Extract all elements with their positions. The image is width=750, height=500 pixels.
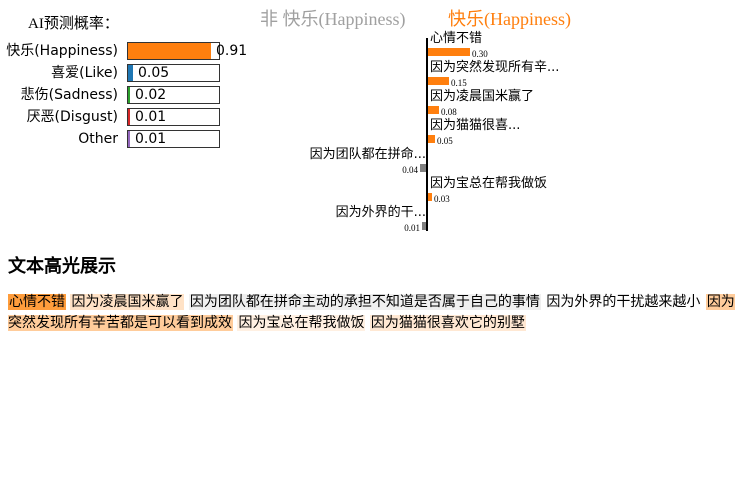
probability-row: Other 0.01 xyxy=(0,128,750,150)
positive-class-heading: 快乐(Happiness) xyxy=(448,9,571,29)
feature-label: 心情不错 xyxy=(430,31,483,46)
highlight-segment: 因为团队都在拼命主动的承担不知道是否属于自己的事情 xyxy=(188,294,541,310)
feature-label: 因为团队都在拼命... xyxy=(309,147,426,162)
probability-value: 0.02 xyxy=(135,87,167,103)
probability-label: 厌恶(Disgust) xyxy=(26,109,118,125)
prediction-title: AI预测概率： xyxy=(28,16,119,32)
highlight-section-title: 文本高光展示 xyxy=(8,256,116,277)
negative-class-heading: 非 快乐(Happiness) xyxy=(260,9,406,29)
highlight-segment: 心情不错 xyxy=(8,294,66,310)
feature-value: 0.15 xyxy=(451,78,467,88)
probability-row: 厌恶(Disgust) 0.01 xyxy=(0,106,750,128)
probability-row: 悲伤(Sadness) 0.02 xyxy=(0,84,750,106)
probability-label: 快乐(Happiness) xyxy=(6,43,118,59)
feature-value: 0.30 xyxy=(472,49,488,59)
feature-value: 0.01 xyxy=(404,223,420,233)
feature-label: 因为宝总在帮我做饭 xyxy=(430,176,548,191)
feature-bar xyxy=(428,106,439,114)
highlighted-text: 心情不错 因为凌晨国米赢了 因为团队都在拼命主动的承担不知道是否属于自己的事情 … xyxy=(8,292,744,334)
probability-value: 0.05 xyxy=(138,65,170,81)
feature-bar xyxy=(428,135,435,143)
probability-bar xyxy=(127,64,220,82)
probability-bar xyxy=(127,108,220,126)
probability-bar-fill xyxy=(128,87,130,103)
feature-label: 因为突然发现所有辛... xyxy=(430,60,560,75)
probability-row: 喜爱(Like) 0.05 xyxy=(0,62,750,84)
feature-label: 因为外界的干... xyxy=(335,205,426,220)
feature-value: 0.04 xyxy=(402,165,418,175)
feature-value: 0.03 xyxy=(434,194,450,204)
feature-label: 因为凌晨国米赢了 xyxy=(430,89,535,104)
feature-bar xyxy=(428,48,470,56)
probability-bar-fill xyxy=(128,131,130,147)
probability-value: 0.01 xyxy=(135,131,167,147)
chart-axis xyxy=(426,38,428,231)
highlight-segment: 因为凌晨国米赢了 xyxy=(70,294,185,310)
probability-label: 悲伤(Sadness) xyxy=(20,87,118,103)
highlight-segment: 因为猫猫很喜欢它的别墅 xyxy=(369,315,526,331)
highlight-segment: 因为宝总在帮我做饭 xyxy=(237,315,366,331)
feature-value: 0.08 xyxy=(441,107,457,117)
probability-bar xyxy=(127,130,220,148)
probability-bar xyxy=(127,42,220,60)
probability-row: 快乐(Happiness) 0.91 xyxy=(0,40,750,62)
feature-value: 0.05 xyxy=(437,136,453,146)
feature-bar xyxy=(420,164,426,172)
feature-bar xyxy=(428,193,432,201)
probability-value: 0.91 xyxy=(216,43,248,59)
probability-bar-fill xyxy=(128,65,133,81)
probability-bar xyxy=(127,86,220,104)
probability-value: 0.01 xyxy=(135,109,167,125)
feature-label: 因为猫猫很喜... xyxy=(430,118,521,133)
highlight-segment: 因为外界的干扰越来越小 xyxy=(545,294,702,310)
feature-bar xyxy=(422,222,426,230)
feature-bar xyxy=(428,77,449,85)
probability-bar-fill xyxy=(128,109,130,125)
probability-label: 喜爱(Like) xyxy=(51,65,118,81)
probability-label: Other xyxy=(78,131,118,147)
probability-bar-fill xyxy=(128,43,211,59)
